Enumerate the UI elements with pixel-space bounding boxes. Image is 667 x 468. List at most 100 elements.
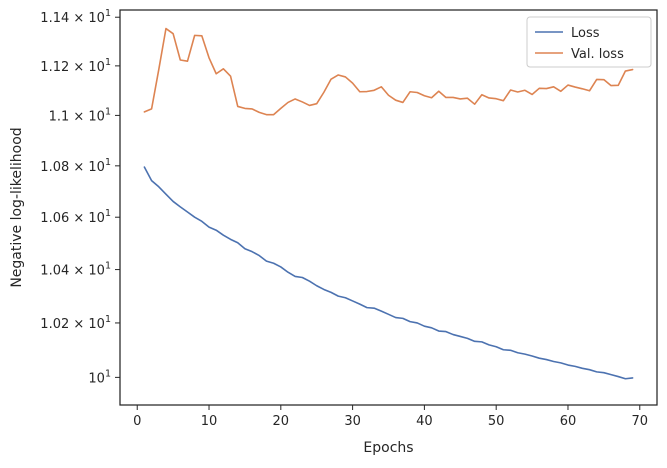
x-tick-label: 40: [416, 414, 433, 429]
data-point-val-loss: [151, 108, 153, 110]
data-point-loss: [287, 271, 289, 273]
data-point-loss: [381, 310, 383, 312]
data-point-loss: [258, 255, 260, 257]
y-tick-label-base: 10: [88, 60, 105, 75]
y-tick-label: 1.14 × 101: [40, 8, 111, 26]
data-point-loss: [352, 300, 354, 302]
data-point-loss: [388, 314, 390, 316]
data-point-val-loss: [223, 68, 225, 70]
data-point-loss: [424, 325, 426, 327]
data-point-val-loss: [215, 73, 217, 75]
y-tick-label-exponent: 1: [105, 368, 111, 379]
data-point-val-loss: [546, 88, 548, 90]
data-point-val-loss: [632, 69, 634, 71]
x-axis-ticks: 0 10 20 30 40 50 60 70: [133, 405, 648, 429]
data-point-val-loss: [467, 97, 469, 99]
y-tick-label: 1.12 × 101: [40, 57, 111, 75]
legend: Loss Val. loss: [526, 16, 652, 68]
data-point-val-loss: [373, 89, 375, 91]
data-point-loss: [187, 211, 189, 213]
x-tick-label: 50: [488, 414, 505, 429]
data-point-val-loss: [625, 70, 627, 72]
data-point-val-loss: [531, 94, 533, 96]
data-point-loss: [467, 338, 469, 340]
data-point-loss: [553, 361, 555, 363]
data-point-loss: [617, 376, 619, 378]
data-point-val-loss: [481, 94, 483, 96]
data-point-loss: [266, 260, 268, 262]
data-point-val-loss: [330, 78, 332, 80]
data-point-val-loss: [510, 89, 512, 91]
data-point-val-loss: [180, 59, 182, 61]
data-point-val-loss: [208, 57, 210, 59]
y-tick-label-exponent: 1: [105, 261, 111, 272]
data-point-val-loss: [194, 35, 196, 37]
data-point-loss: [409, 321, 411, 323]
data-point-val-loss: [582, 88, 584, 90]
data-point-val-loss: [459, 98, 461, 100]
data-point-loss: [208, 226, 210, 228]
data-point-val-loss: [144, 111, 146, 113]
data-point-loss: [215, 229, 217, 231]
data-point-val-loss: [574, 86, 576, 88]
data-point-loss: [201, 221, 203, 223]
data-point-loss: [151, 180, 153, 182]
data-point-loss: [503, 349, 505, 351]
y-tick-label-mantissa: 1.06 ×: [40, 211, 88, 226]
data-point-val-loss: [366, 91, 368, 93]
data-point-val-loss: [553, 86, 555, 88]
x-tick-label: 70: [631, 414, 648, 429]
y-tick-label: 1.08 × 101: [40, 157, 111, 175]
data-point-val-loss: [251, 108, 253, 110]
data-point-loss: [237, 242, 239, 244]
data-point-val-loss: [359, 91, 361, 93]
data-point-loss: [230, 239, 232, 241]
data-point-val-loss: [596, 79, 598, 81]
data-point-loss: [632, 377, 634, 379]
series-line-loss: [143, 166, 634, 380]
data-point-val-loss: [610, 85, 612, 87]
data-point-val-loss: [273, 114, 275, 116]
data-point-val-loss: [352, 82, 354, 84]
y-tick-label-mantissa: 1.04 ×: [40, 264, 88, 279]
data-point-loss: [251, 251, 253, 253]
y-tick-label-exponent: 1: [105, 57, 111, 68]
data-point-loss: [431, 327, 433, 329]
y-tick-label-mantissa: 1.08 ×: [40, 160, 88, 175]
data-point-loss: [366, 307, 368, 309]
data-point-val-loss: [316, 103, 318, 105]
data-point-val-loss: [567, 84, 569, 86]
data-point-val-loss: [287, 102, 289, 104]
data-point-loss: [395, 317, 397, 319]
data-point-val-loss: [488, 97, 490, 99]
data-point-loss: [625, 378, 627, 380]
data-point-val-loss: [538, 88, 540, 90]
legend-label-loss: Loss: [571, 26, 600, 41]
y-tick-label-base: 10: [88, 211, 105, 226]
y-tick-label: 1.06 × 101: [40, 208, 111, 226]
y-tick-label-base: 10: [88, 317, 105, 332]
data-point-loss: [273, 262, 275, 264]
y-tick-label-exponent: 1: [105, 314, 111, 325]
data-point-val-loss: [266, 114, 268, 116]
data-point-val-loss: [345, 76, 347, 78]
data-point-val-loss: [524, 89, 526, 91]
data-point-val-loss: [409, 91, 411, 93]
data-point-loss: [488, 344, 490, 346]
data-point-loss: [589, 369, 591, 371]
data-point-val-loss: [495, 98, 497, 100]
y-tick-label-mantissa: 1.14 ×: [40, 11, 88, 26]
y-tick-label-exponent: 1: [105, 157, 111, 168]
data-point-loss: [531, 355, 533, 357]
data-point-loss: [244, 248, 246, 250]
data-point-loss: [180, 206, 182, 208]
data-point-loss: [445, 331, 447, 333]
data-point-val-loss: [244, 108, 246, 110]
data-point-loss: [294, 276, 296, 278]
data-point-loss: [603, 372, 605, 374]
y-tick-label: 1.02 × 101: [40, 314, 111, 332]
data-point-loss: [223, 234, 225, 236]
